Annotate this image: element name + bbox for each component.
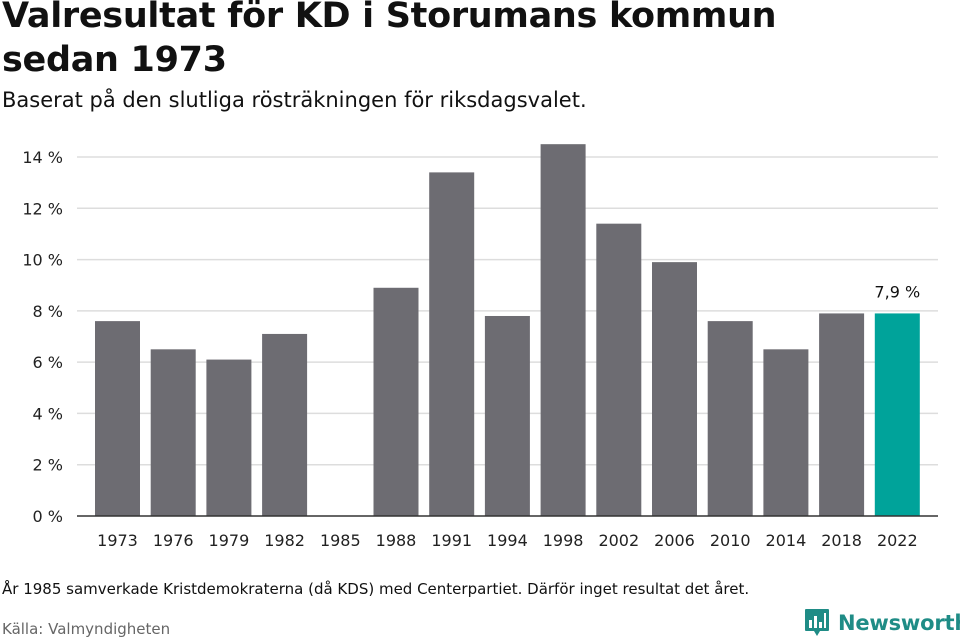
- newsworthy-logo-icon: [805, 609, 829, 636]
- bar-2006: [652, 262, 697, 516]
- bar-1991: [429, 172, 475, 516]
- bars: [95, 144, 920, 516]
- footnote: År 1985 samverkade Kristdemokraterna (då…: [2, 580, 750, 598]
- bar-2018: [819, 313, 865, 516]
- bar-1988: [373, 287, 419, 516]
- x-tick-label: 1979: [209, 531, 250, 550]
- bar-1973: [95, 321, 140, 516]
- y-tick-label: 14 %: [22, 148, 63, 167]
- brand-logo: Newsworthy: [804, 608, 960, 638]
- bar-1994: [484, 315, 530, 516]
- bar-chart: 0 % 2 % 4 % 6 % 8 % 10 % 12 % 14 % 1973 1976 1979…: [22, 144, 938, 550]
- brand-name: Newsworthy: [838, 611, 960, 635]
- x-tick-label: 1998: [543, 531, 584, 550]
- bar-1979: [206, 359, 252, 516]
- bar-1976: [150, 349, 196, 516]
- x-tick-label: 2010: [710, 531, 751, 550]
- x-tick-label: 2002: [598, 531, 639, 550]
- y-axis-ticks: 0 % 2 % 4 % 6 % 8 % 10 % 12 % 14 %: [22, 148, 63, 526]
- bar-2002: [596, 223, 642, 516]
- bar-1982: [262, 333, 308, 516]
- bar-2010: [707, 321, 753, 516]
- y-tick-label: 2 %: [33, 456, 63, 475]
- source-note: Källa: Valmyndigheten: [2, 620, 171, 638]
- y-tick-label: 4 %: [33, 404, 63, 423]
- y-tick-label: 6 %: [33, 353, 63, 372]
- x-tick-label: 1991: [431, 531, 472, 550]
- x-tick-label: 2022: [877, 531, 918, 550]
- y-tick-label: 10 %: [22, 251, 63, 270]
- x-tick-label: 2006: [654, 531, 695, 550]
- x-tick-label: 1988: [376, 531, 417, 550]
- data-labels: 7,9 %: [874, 282, 920, 301]
- x-tick-label: 2014: [766, 531, 807, 550]
- y-tick-label: 12 %: [22, 199, 63, 218]
- x-tick-label: 1973: [97, 531, 138, 550]
- chart-subtitle: Baserat på den slutliga rösträkningen fö…: [2, 88, 587, 112]
- data-label: 7,9 %: [874, 282, 920, 301]
- x-tick-label: 1976: [153, 531, 194, 550]
- x-axis-ticks: 1973 1976 1979 1982 1985 1988 1991 1994 1998 2002…: [97, 531, 918, 550]
- x-tick-label: 1982: [264, 531, 305, 550]
- x-tick-label: 1985: [320, 531, 361, 550]
- y-tick-label: 8 %: [33, 302, 63, 321]
- y-tick-label: 0 %: [33, 507, 63, 526]
- bar-2022: [874, 313, 920, 516]
- x-tick-label: 2018: [821, 531, 862, 550]
- x-tick-label: 1994: [487, 531, 528, 550]
- bar-1998: [540, 144, 586, 516]
- chart-title: Valresultat för KD i Storumans kommun se…: [2, 0, 777, 80]
- bar-2014: [763, 349, 809, 516]
